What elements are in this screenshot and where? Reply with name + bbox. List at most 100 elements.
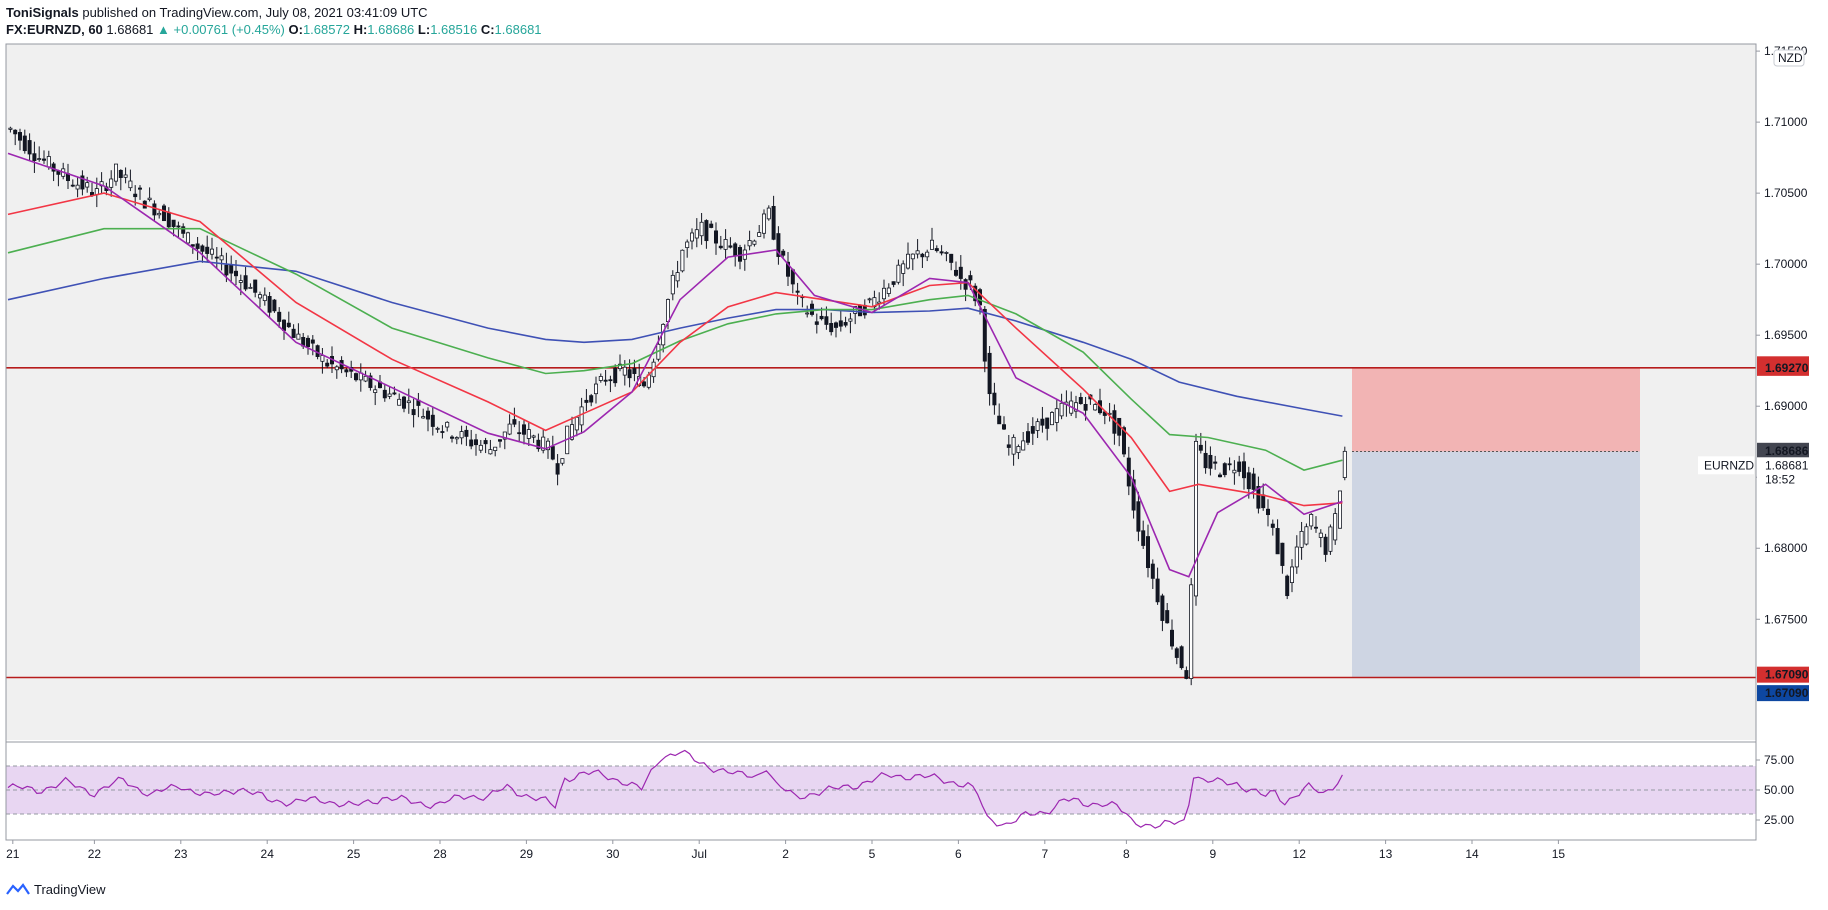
candle-body <box>598 376 603 381</box>
candle-body <box>229 264 234 274</box>
candle-body <box>1189 584 1194 679</box>
price-label-text: 1.69270 <box>1765 361 1809 375</box>
candle-body <box>1318 532 1323 538</box>
candle-body <box>958 266 963 279</box>
candle-body <box>277 311 282 322</box>
symbol-tag: EURNZD <box>1704 458 1754 472</box>
candle-body <box>1198 444 1203 451</box>
candle-body <box>181 226 186 234</box>
candle-body <box>771 205 776 240</box>
author-name[interactable]: ToniSignals <box>6 5 79 20</box>
candle-body <box>281 319 286 331</box>
candle-body <box>1342 450 1347 478</box>
candle-body <box>85 182 90 188</box>
time-tick-label: 22 <box>88 847 102 861</box>
candle-body <box>570 424 575 440</box>
candle-body <box>459 431 464 439</box>
horizontal-levels[interactable] <box>6 367 1756 679</box>
candle-body <box>550 446 555 460</box>
axes: 1.715001.710001.705001.700001.695001.690… <box>5 43 1808 861</box>
candle-body <box>766 207 771 220</box>
candle-body <box>776 233 781 257</box>
candle-body <box>1309 514 1314 527</box>
candle-body <box>954 269 959 276</box>
candle-body <box>1304 526 1309 545</box>
candle-body <box>320 355 325 362</box>
candle-body <box>1270 523 1275 528</box>
candle-body <box>848 318 853 322</box>
candle-body <box>1251 473 1256 490</box>
symbol-tag-box <box>1698 456 1754 475</box>
chart-canvas[interactable]: 1.715001.710001.705001.700001.695001.690… <box>0 0 1828 880</box>
candle-body <box>1122 427 1127 455</box>
candle-body <box>1275 528 1280 555</box>
candle-body <box>1016 446 1021 453</box>
moving-averages <box>7 152 1343 578</box>
candle-body <box>555 463 560 475</box>
candle-body <box>267 296 272 313</box>
candle-body <box>867 298 872 301</box>
time-tick-label: 6 <box>955 847 962 861</box>
candle-body <box>152 203 157 216</box>
price-label-box <box>1757 442 1809 459</box>
price-tick-label: 1.69500 <box>1764 328 1808 342</box>
open-value: 1.68572 <box>302 22 350 37</box>
candle-body <box>507 423 512 435</box>
candle-body <box>906 253 911 269</box>
symbol-label[interactable]: FX:EURNZD, 60 <box>6 22 103 37</box>
ema-20-line <box>7 152 1343 578</box>
candle-body <box>262 294 267 302</box>
candle-body <box>200 245 205 252</box>
candle-body <box>834 322 839 328</box>
time-tick-label: 5 <box>869 847 876 861</box>
candle-body <box>1203 452 1208 469</box>
candle-body <box>886 287 891 294</box>
candle-body <box>699 221 704 237</box>
candle-body <box>387 393 392 397</box>
candle-body <box>896 264 901 283</box>
candle-body <box>70 184 75 187</box>
candle-body <box>733 243 738 257</box>
candle-body <box>435 427 440 430</box>
candle-body <box>1294 546 1299 568</box>
candle-body <box>114 163 119 182</box>
candle-body <box>718 245 723 249</box>
candle-body <box>1026 431 1031 443</box>
price-tick-label: 1.71000 <box>1764 115 1808 129</box>
currency-badge <box>1773 49 1805 67</box>
price-tick-label: 1.68000 <box>1764 541 1808 555</box>
price-label-box <box>1757 457 1809 474</box>
candle-body <box>1290 566 1295 583</box>
tradingview-brand[interactable]: TradingView <box>34 882 106 897</box>
candle-body <box>781 250 786 256</box>
candle-body <box>1050 412 1055 426</box>
position-zones[interactable] <box>1352 367 1640 678</box>
time-tick-label: 2 <box>782 847 789 861</box>
candle-body <box>901 263 906 274</box>
ema-100-line <box>7 227 1343 471</box>
candle-body <box>838 320 843 327</box>
candle-body <box>1146 536 1151 569</box>
candle-body <box>1222 463 1227 476</box>
time-tick-label: 15 <box>1552 847 1566 861</box>
price-tick-label: 1.70000 <box>1764 257 1808 271</box>
symbol-ohlc-line: FX:EURNZD, 60 1.68681 ▲ +0.00761 (+0.45%… <box>6 21 542 38</box>
candle-body <box>1242 461 1247 479</box>
candle-body <box>531 435 536 438</box>
candle-body <box>214 256 219 259</box>
time-tick-label: 21 <box>6 847 20 861</box>
candle-body <box>464 429 469 437</box>
candle-body <box>704 220 709 242</box>
candle-body <box>690 232 695 242</box>
candle-body <box>1021 440 1026 451</box>
candle-body <box>157 212 162 216</box>
time-tick-label: 14 <box>1465 847 1479 861</box>
candle-body <box>910 253 915 260</box>
candle-body <box>1006 444 1011 448</box>
candle-body <box>1131 479 1136 511</box>
candle-body <box>497 439 502 442</box>
high-label: H: <box>353 22 368 37</box>
tradingview-logo-icon[interactable] <box>6 882 30 897</box>
candle-body <box>541 436 546 451</box>
price-change: +0.00761 (+0.45%) <box>173 22 285 37</box>
